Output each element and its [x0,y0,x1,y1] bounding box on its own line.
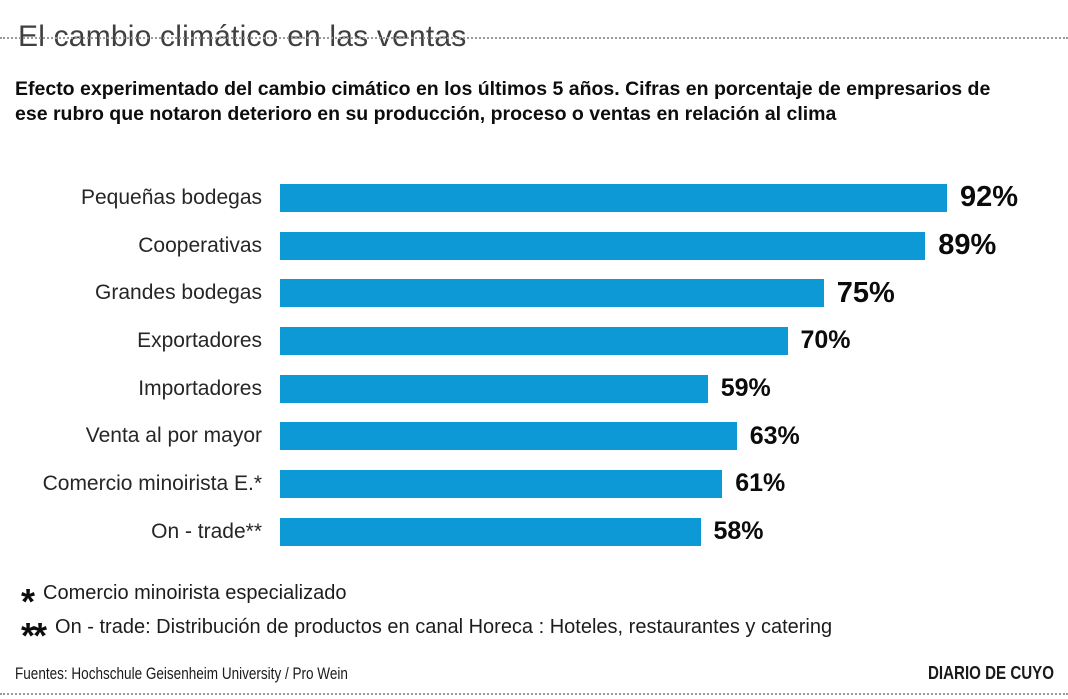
category-label: Grandes bodegas [95,281,262,305]
bar [280,517,701,546]
value-label: 58% [713,517,764,546]
chart-row: Pequeñas bodegas 92% [0,174,1068,222]
chart-row: Cooperativas 89% [0,222,1068,270]
publisher-brand: DIARIO DE CUYO [927,663,1054,683]
chart-row: Comercio minoirista E.* 61% [0,460,1068,508]
value-label: 89% [938,229,997,262]
footnotes: * Comercio minoirista especializado ** O… [21,576,833,656]
bar [280,422,737,451]
category-label: Venta al por mayor [85,424,262,448]
source-credit: Fuentes: Hochschule Geisenheim Universit… [15,665,348,683]
footer: Fuentes: Hochschule Geisenheim Universit… [15,663,1054,684]
bar [280,183,947,212]
category-label: Pequeñas bodegas [81,185,262,209]
footnote-text: Comercio minoirista especializado [43,581,347,604]
chart-row: Importadores 59% [0,365,1068,413]
value-label: 63% [749,421,800,450]
value-label: 61% [735,469,786,498]
bar [280,469,723,498]
category-label: On - trade** [151,519,262,543]
chart-row: Venta al por mayor 63% [0,412,1068,460]
value-label: 75% [836,276,895,309]
category-label: Importadores [138,376,262,400]
footnote-text: On - trade: Distribución de productos en… [55,615,833,638]
bottom-dotted-divider [0,693,1068,695]
value-label: 92% [960,181,1019,214]
chart-row: On - trade** 58% [0,508,1068,556]
bar [280,279,824,308]
chart-description: Efecto experimentado del cambio cimático… [15,77,991,126]
category-label: Comercio minoirista E.* [42,471,262,495]
value-label: 70% [800,326,851,355]
chart-row: Exportadores 70% [0,317,1068,365]
bar-chart: Pequeñas bodegas 92% Cooperativas 89% Gr… [0,174,1068,556]
value-label: 59% [720,374,771,403]
footnote: * Comercio minoirista especializado [21,581,347,622]
top-dotted-divider [0,37,1068,39]
category-label: Exportadores [137,328,262,352]
chart-row: Grandes bodegas 75% [0,269,1068,317]
bar [280,231,926,260]
page-title: El cambio climático en las ventas [18,20,467,54]
footnote: ** On - trade: Distribución de productos… [21,615,833,656]
bar [280,374,708,403]
category-label: Cooperativas [138,233,262,257]
bar [280,326,788,355]
